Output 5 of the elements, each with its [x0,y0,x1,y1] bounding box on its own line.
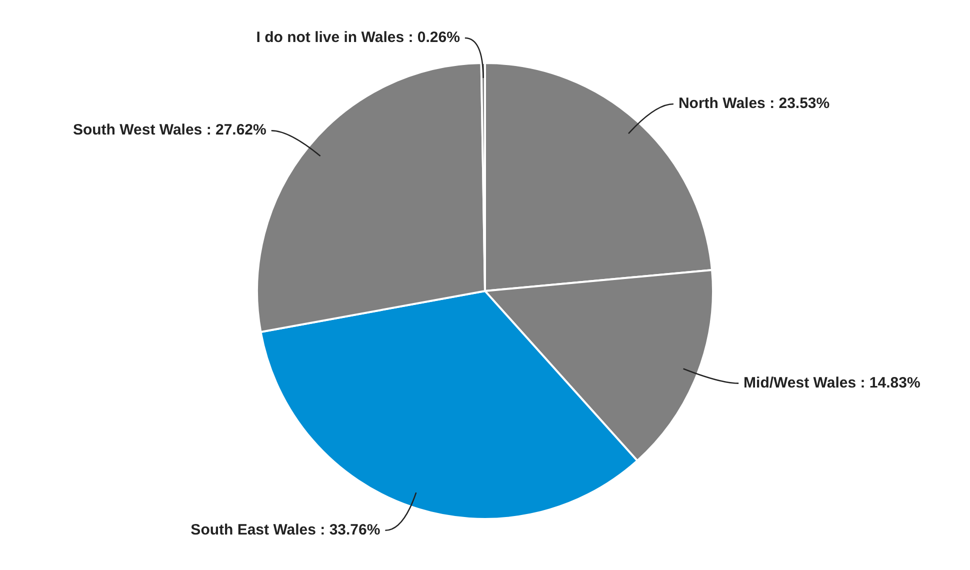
slice-label: I do not live in Wales : 0.26% [256,29,460,46]
slice-label: North Wales : 23.53% [678,95,830,112]
slice-label: South West Wales : 27.62% [72,122,266,139]
slice-label: Mid/West Wales : 14.83% [744,374,920,392]
slice-label: South East Wales : 33.76% [190,522,380,539]
